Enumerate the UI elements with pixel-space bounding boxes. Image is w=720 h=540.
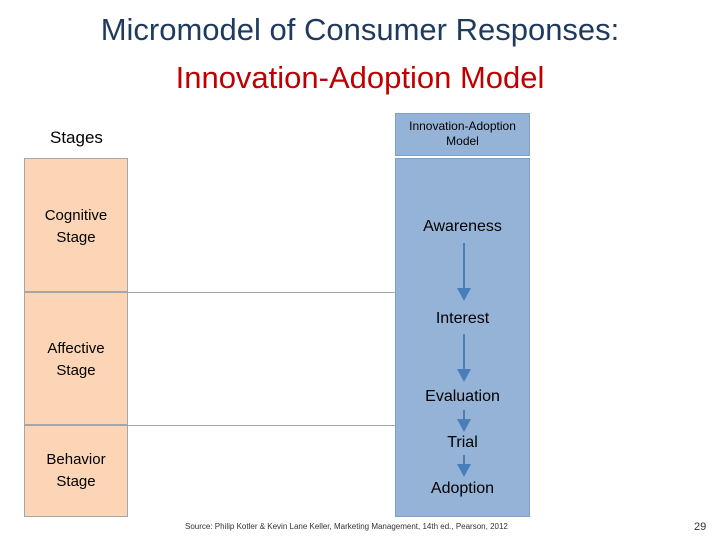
step-awareness: Awareness — [423, 218, 502, 235]
model-column — [395, 158, 530, 517]
stage-affective-line1: Affective — [47, 340, 105, 357]
slide-title: Micromodel of Consumer Responses: — [100, 12, 620, 47]
source-citation: Source: Philip Kotler & Kevin Lane Kelle… — [185, 522, 508, 531]
stage-cognitive-line1: Cognitive — [44, 207, 108, 224]
stage-affective-line2: Stage — [56, 362, 96, 379]
model-header-line1: Innovation-Adoption — [409, 119, 516, 133]
model-header: Innovation-Adoption Model — [395, 113, 530, 156]
step-adoption: Adoption — [430, 480, 495, 497]
model-header-line2: Model — [446, 134, 479, 148]
divider-line — [128, 292, 395, 293]
arrow-down-icon — [457, 243, 471, 301]
stage-affective: Affective Stage — [24, 292, 128, 425]
stage-behavior: Behavior Stage — [24, 425, 128, 517]
step-trial: Trial — [447, 434, 478, 451]
stage-cognitive: Cognitive Stage — [24, 158, 128, 292]
arrow-down-icon — [457, 455, 471, 477]
page-number: 29 — [694, 521, 707, 533]
arrow-down-icon — [457, 410, 471, 432]
arrow-down-icon — [457, 334, 471, 382]
step-evaluation: Evaluation — [425, 388, 500, 405]
stages-header: Stages — [50, 128, 103, 147]
stage-behavior-line2: Stage — [56, 473, 96, 490]
stage-cognitive-line2: Stage — [56, 229, 96, 246]
stage-behavior-line1: Behavior — [46, 451, 106, 468]
divider-line — [128, 425, 395, 426]
slide-subtitle: Innovation-Adoption Model — [175, 60, 545, 95]
step-interest: Interest — [435, 310, 490, 327]
